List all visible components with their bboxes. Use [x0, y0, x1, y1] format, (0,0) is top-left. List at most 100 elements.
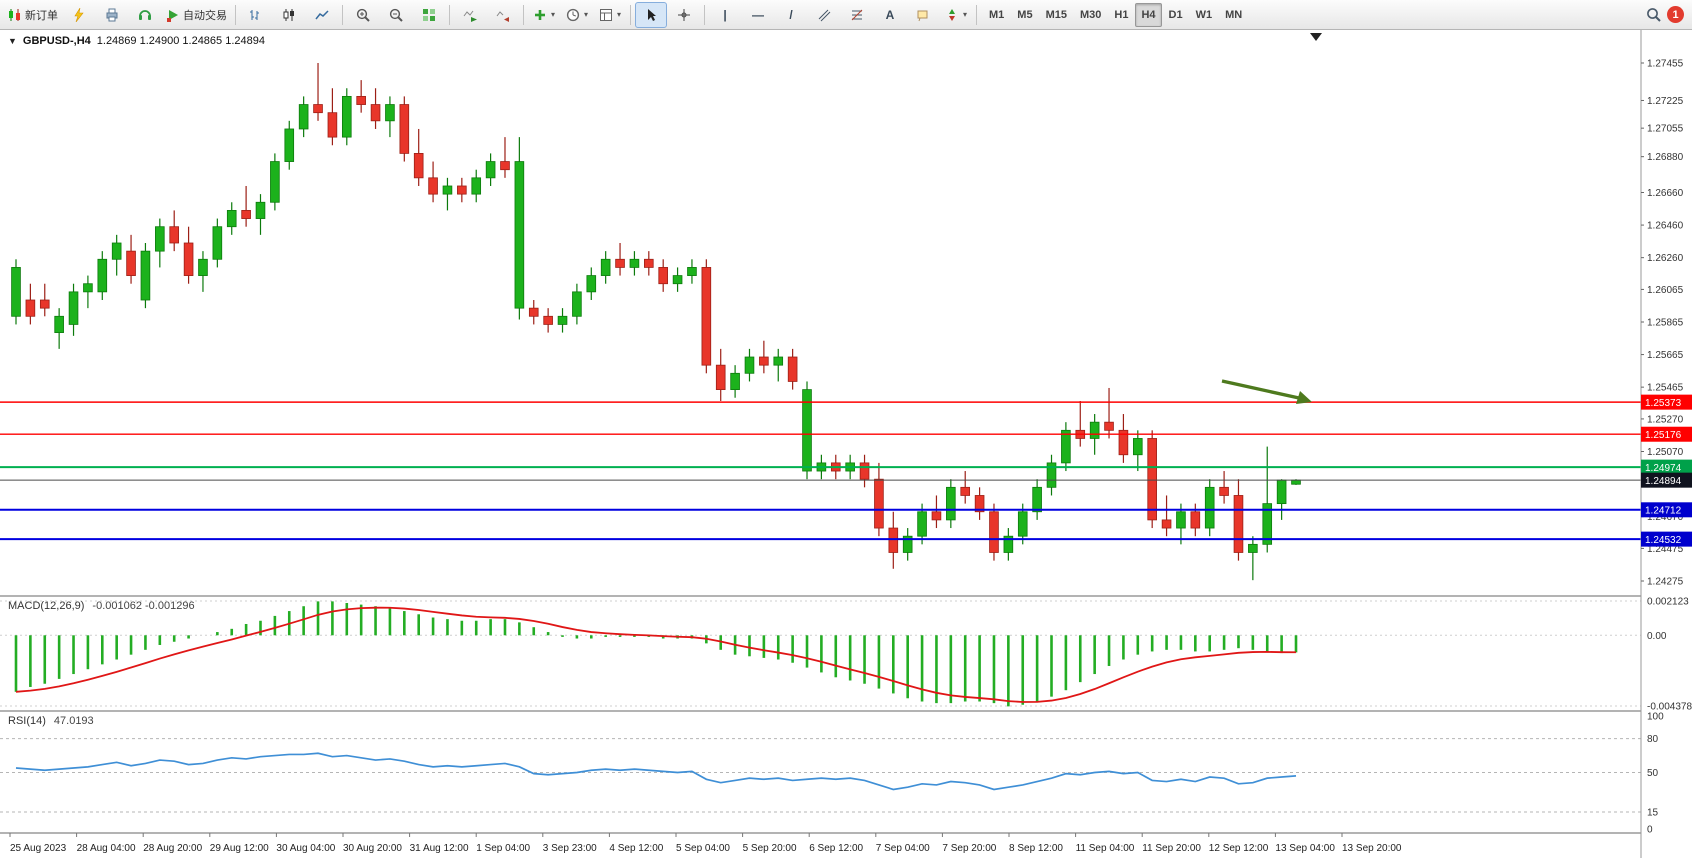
toolbar-separator	[630, 4, 631, 25]
rsi-indicator-label: RSI(14) 47.0193	[8, 715, 94, 727]
arrows-button[interactable]: ▾	[940, 2, 972, 28]
timeframe-m30-button[interactable]: M30	[1079, 8, 1102, 21]
toolbar-separator	[449, 4, 450, 25]
chart-shift-marker[interactable]	[1310, 33, 1322, 41]
timeframe-h4-button[interactable]: H4	[1135, 2, 1162, 27]
svg-text:5 Sep 20:00: 5 Sep 20:00	[743, 843, 797, 854]
zoom-in-button[interactable]	[347, 2, 379, 28]
macd-histogram	[14, 601, 1298, 707]
tile-windows-button[interactable]	[413, 2, 445, 28]
macd-signal-line	[15, 606, 1297, 703]
timeframe-mn-button[interactable]: MN	[1225, 8, 1243, 21]
periods-button[interactable]: ▾	[561, 2, 593, 28]
svg-text:100: 100	[1647, 712, 1664, 723]
candle-84	[1219, 486, 1229, 496]
text-label-button[interactable]	[907, 2, 939, 28]
time-axis[interactable]: 25 Aug 2023 28 Aug 04:00 28 Aug 20:00 29 Au…	[9, 833, 1402, 854]
timeframe-m1-button[interactable]: M1	[989, 8, 1005, 21]
svg-text:1.25270: 1.25270	[1647, 414, 1684, 425]
candle-76	[1104, 421, 1114, 431]
candle-71	[1032, 486, 1042, 513]
headset-button[interactable]	[129, 2, 161, 28]
svg-text:7 Sep 20:00: 7 Sep 20:00	[942, 843, 996, 854]
price-badge-1.25373: 1.25373	[1641, 394, 1692, 410]
candle-64	[931, 511, 942, 521]
caret-down-icon: ▾	[583, 10, 588, 19]
svg-text:11 Sep 04:00: 11 Sep 04:00	[1076, 843, 1135, 854]
svg-text:31 Aug 12:00: 31 Aug 12:00	[410, 843, 469, 854]
candle-36	[528, 307, 539, 317]
indicators-plus-icon	[534, 9, 545, 20]
svg-text:8 Sep 12:00: 8 Sep 12:00	[1009, 843, 1063, 854]
candle-77	[1118, 429, 1129, 456]
svg-text:1.25465: 1.25465	[1647, 383, 1684, 394]
caret-down-icon: ▾	[616, 10, 621, 19]
horizontal-line-button[interactable]: —	[742, 2, 774, 28]
candle-27	[399, 104, 410, 154]
candle-37	[543, 315, 553, 325]
zoom-out-button[interactable]	[380, 2, 412, 28]
templates-button[interactable]: ▾	[594, 2, 626, 28]
cursor-button[interactable]	[635, 1, 667, 28]
chart-shift-button[interactable]	[487, 2, 519, 28]
auto-scroll-icon	[463, 10, 477, 22]
candle-73	[1061, 429, 1071, 464]
symbol-dropdown-icon[interactable]: ▼	[8, 36, 17, 46]
indicators-button[interactable]: ▾	[528, 2, 560, 28]
auto-trading-button[interactable]: 自动交易	[162, 2, 231, 28]
auto-scroll-button[interactable]	[454, 2, 486, 28]
toolbar-separator	[704, 4, 705, 25]
price-axis[interactable]: 1.27455 1.27225 1.27055 1.26880 1.26660 1.264…	[1640, 30, 1692, 858]
search-icon[interactable]	[1646, 7, 1661, 22]
vertical-line-button[interactable]: |	[709, 2, 741, 28]
svg-text:1.25665: 1.25665	[1647, 350, 1684, 361]
candle-33	[485, 161, 496, 179]
printer-button[interactable]	[96, 2, 128, 28]
svg-text:4 Sep 12:00: 4 Sep 12:00	[609, 843, 663, 854]
timeframe-d1-button[interactable]: D1	[1168, 8, 1183, 21]
svg-text:6 Sep 12:00: 6 Sep 12:00	[809, 843, 863, 854]
rsi-name: RSI(14)	[8, 715, 46, 727]
notification-badge[interactable]: 1	[1667, 6, 1684, 23]
candlestick-chart-button[interactable]	[273, 2, 305, 28]
fibonacci-button[interactable]	[841, 2, 873, 28]
text-button[interactable]: A	[874, 2, 906, 28]
timeframe-m5-button[interactable]: M5	[1017, 8, 1033, 21]
macd-name: MACD(12,26,9)	[8, 600, 85, 612]
timeframe-h1-button[interactable]: H1	[1114, 8, 1129, 21]
toolbar-separator	[976, 4, 977, 25]
timeframe-m15-button[interactable]: M15	[1045, 8, 1067, 21]
trendline-button[interactable]: /	[775, 2, 807, 28]
candle-3	[54, 315, 64, 333]
candle-19	[284, 128, 295, 162]
svg-text:1.26260: 1.26260	[1647, 253, 1684, 264]
svg-text:1.27455: 1.27455	[1647, 59, 1684, 70]
caret-down-icon: ▾	[962, 10, 967, 19]
crosshair-button[interactable]	[668, 2, 700, 28]
candle-72	[1046, 462, 1057, 488]
price-badge-1.25176: 1.25176	[1641, 426, 1692, 442]
templates-icon	[599, 8, 612, 21]
timeframe-w1-button[interactable]: W1	[1195, 8, 1213, 21]
candle-68	[989, 511, 999, 553]
toolbar-separator	[235, 4, 236, 25]
bar-chart-button[interactable]	[240, 2, 272, 28]
candle-55	[802, 389, 812, 472]
zoom-in-icon	[356, 8, 370, 22]
lightning-button[interactable]	[63, 2, 95, 28]
svg-text:-0.004378: -0.004378	[1647, 702, 1692, 713]
svg-text:5 Sep 04:00: 5 Sep 04:00	[676, 843, 730, 854]
candle-11	[169, 226, 180, 244]
arrow-annotation[interactable]	[1221, 379, 1312, 404]
channel-button[interactable]	[808, 2, 840, 28]
candle-30	[442, 185, 453, 195]
candle-82	[1190, 511, 1201, 529]
line-chart-button[interactable]	[306, 2, 338, 28]
candle-2	[39, 299, 50, 309]
price-badge-1.24532: 1.24532	[1641, 531, 1692, 547]
candle-23	[341, 95, 352, 138]
candle-18	[270, 161, 280, 203]
new-order-button[interactable]: 新订单	[4, 2, 62, 28]
cursor-icon	[648, 8, 656, 21]
